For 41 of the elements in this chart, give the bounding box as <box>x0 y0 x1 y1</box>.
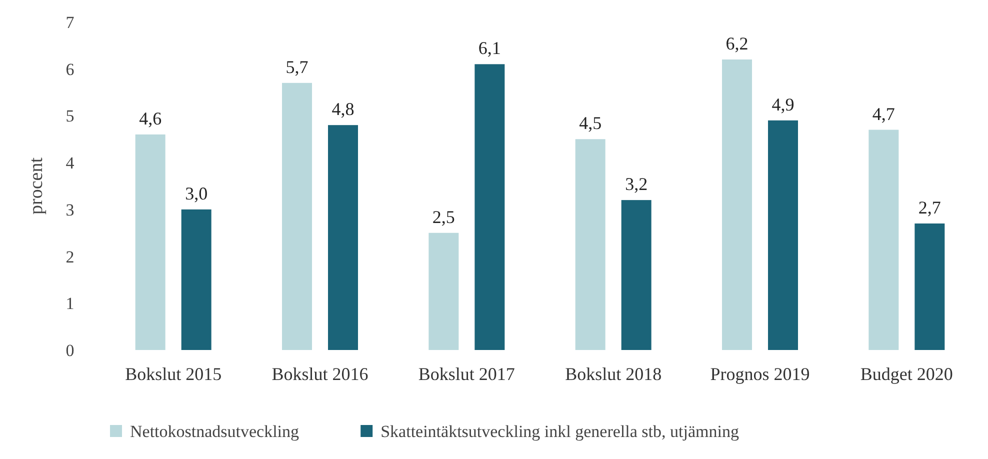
y-axis-title: procent <box>26 156 47 214</box>
bar <box>768 120 798 350</box>
data-label: 4,5 <box>579 113 602 134</box>
y-tick-label: 3 <box>66 200 74 220</box>
legend-label: Skatteintäktsutveckling inkl generella stb, utjämning <box>380 422 740 441</box>
data-label: 4,6 <box>139 108 162 128</box>
bar <box>181 209 212 350</box>
legend-label: Nettokostnadsutveckling <box>130 422 300 441</box>
data-label: 2,7 <box>918 197 941 218</box>
data-label: 4,7 <box>872 104 895 124</box>
y-tick-label: 2 <box>66 247 74 266</box>
data-label: 6,1 <box>478 38 501 58</box>
x-tick-label: Budget 2020 <box>860 364 953 384</box>
bar <box>282 82 312 350</box>
x-tick-label: Bokslut 2018 <box>565 364 662 384</box>
data-label: 6,2 <box>726 33 748 54</box>
data-label: 3,2 <box>625 174 648 194</box>
y-tick-label: 5 <box>66 106 74 126</box>
x-tick-label: Bokslut 2015 <box>125 364 222 384</box>
bar <box>868 130 899 350</box>
data-label: 5,7 <box>286 56 308 77</box>
x-tick-label: Prognos 2019 <box>710 364 810 384</box>
y-tick-label: 6 <box>66 60 74 79</box>
bar <box>135 134 166 350</box>
bar <box>722 59 752 350</box>
bar <box>328 125 358 350</box>
y-tick-label: 4 <box>66 154 75 173</box>
bar <box>914 223 945 350</box>
data-label: 3,0 <box>185 183 208 204</box>
x-tick-label: Bokslut 2016 <box>272 364 368 384</box>
y-tick-label: 7 <box>66 13 75 32</box>
data-label: 2,5 <box>432 206 455 227</box>
bar <box>575 139 606 350</box>
data-label: 4,9 <box>772 94 794 114</box>
bar <box>474 64 505 350</box>
y-tick-label: 0 <box>66 341 74 360</box>
data-label: 4,8 <box>332 99 354 120</box>
bar <box>621 200 652 350</box>
y-tick-label: 1 <box>66 294 74 314</box>
x-tick-label: Bokslut 2017 <box>418 364 515 384</box>
bar <box>428 232 459 350</box>
